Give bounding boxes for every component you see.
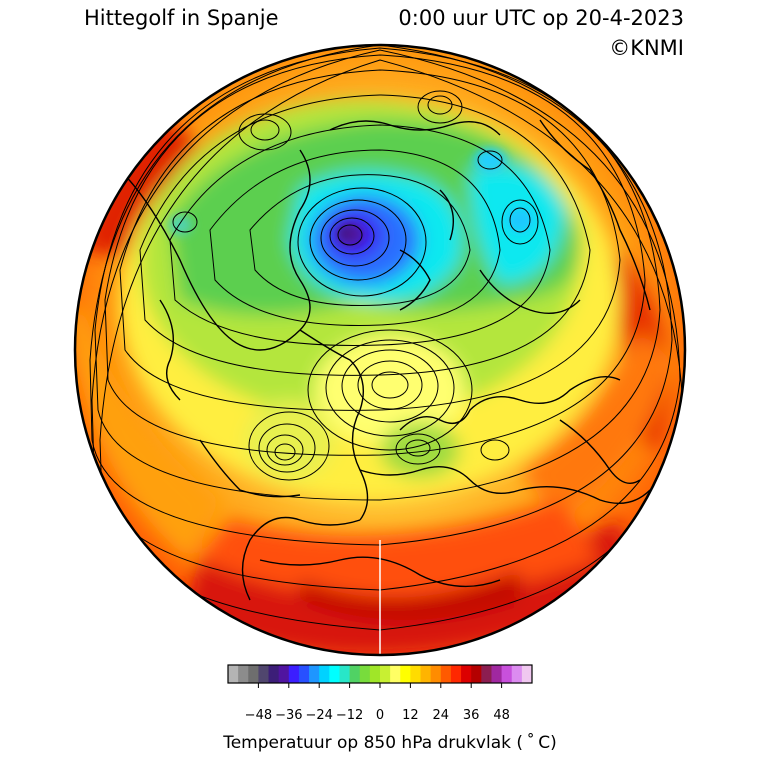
colorbar-tick-label: −36 <box>275 708 303 723</box>
colorbar-swatch <box>329 665 340 683</box>
colorbar-swatch <box>268 665 280 683</box>
colorbar-title: Temperatuur op 850 hPa drukvlak ( ˚ C) <box>223 733 557 753</box>
colorbar-swatch <box>309 665 320 683</box>
colorbar-swatch <box>390 665 401 683</box>
colorbar-swatch <box>369 665 381 683</box>
colorbar-swatch <box>521 665 533 683</box>
colorbar-tick-label: −48 <box>244 708 273 723</box>
colorbar-swatch <box>339 665 351 683</box>
colorbar-swatch <box>298 665 310 683</box>
globe-outline <box>73 43 687 657</box>
colorbar-tick-label: −24 <box>305 708 333 723</box>
colorbar-swatch <box>319 665 330 683</box>
colorbar-swatch <box>501 665 513 683</box>
colorbar-swatch <box>258 665 270 683</box>
colorbar-swatch <box>450 665 462 683</box>
colorbar-tick-label: 12 <box>402 708 419 723</box>
colorbar-swatch <box>430 665 442 683</box>
colorbar-swatch <box>238 665 249 683</box>
colorbar-swatch <box>248 665 259 683</box>
colorbar-swatch <box>410 665 422 683</box>
colorbar-tick-label: 36 <box>462 708 480 723</box>
colorbar-swatch <box>420 665 432 683</box>
colorbar-swatch <box>491 665 503 683</box>
colorbar-tick-label: 48 <box>493 708 510 723</box>
colorbar-ticks <box>257 683 503 688</box>
temperature-field <box>75 45 685 655</box>
colorbar-swatch <box>471 665 482 683</box>
colorbar-tick-label: 24 <box>432 708 450 723</box>
colorbar-swatch <box>228 665 239 683</box>
colorbar-tick-label: −12 <box>335 708 364 723</box>
valid-time: 0:00 uur UTC op 20-4-2023 <box>398 6 684 30</box>
colorbar-swatch <box>481 665 492 683</box>
colorbar-swatch <box>380 665 391 683</box>
colorbar-swatch <box>288 665 300 683</box>
colorbar <box>228 665 533 683</box>
colorbar-swatch <box>278 665 290 683</box>
map-title: Hittegolf in Spanje <box>84 6 279 30</box>
colorbar-swatch <box>349 665 361 683</box>
colorbar-swatch <box>400 665 411 683</box>
colorbar-swatch <box>359 665 371 683</box>
colorbar-swatch <box>511 665 523 683</box>
copyright: ©KNMI <box>609 36 684 60</box>
colorbar-swatch <box>461 665 472 683</box>
colorbar-swatch <box>440 665 452 683</box>
coastlines <box>119 119 651 601</box>
contour-lines <box>89 45 684 631</box>
colorbar-tick-label: 0 <box>375 708 385 723</box>
